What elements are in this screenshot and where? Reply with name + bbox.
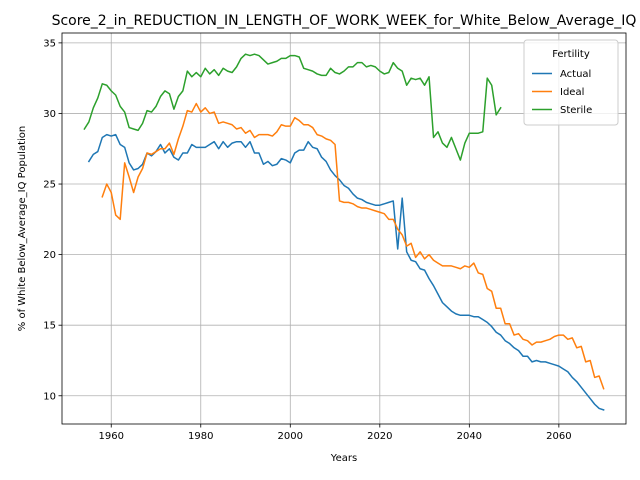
- series-line-actual: [87, 133, 605, 411]
- x-tick-label: 2060: [546, 431, 571, 442]
- axis-ticks: 1960 1980 2000 2020 2040 2060 10 15 20 25 30 35: [43, 38, 571, 442]
- series-line-ideal: [101, 102, 605, 390]
- y-tick-label: 15: [43, 321, 56, 332]
- legend-label-sterile: Sterile: [560, 105, 592, 116]
- chart-title: Score_2_in_REDUCTION_IN_LENGTH_OF_WORK_W…: [52, 13, 637, 29]
- y-tick-label: 35: [43, 38, 56, 49]
- x-tick-label: 2040: [457, 431, 482, 442]
- x-axis-label: Years: [330, 453, 357, 464]
- legend-title: Fertility: [552, 49, 590, 60]
- legend-box: [523, 39, 619, 126]
- axes-frame: [61, 32, 627, 425]
- legend: Fertility Actual Ideal Sterile: [523, 39, 619, 126]
- y-tick-label: 20: [43, 250, 56, 261]
- x-tick-label: 2000: [278, 431, 303, 442]
- series-lines: [83, 53, 605, 411]
- series-line-sterile: [83, 53, 502, 161]
- y-tick-label: 25: [43, 180, 56, 191]
- x-tick-label: 1960: [99, 431, 124, 442]
- legend-label-ideal: Ideal: [560, 87, 584, 98]
- y-axis-label: % of White Below_Average_IQ Population: [17, 126, 28, 331]
- y-tick-label: 30: [43, 109, 56, 120]
- legend-label-actual: Actual: [560, 69, 591, 80]
- x-tick-label: 1980: [188, 431, 213, 442]
- x-tick-label: 2020: [367, 431, 392, 442]
- y-tick-label: 10: [43, 391, 56, 402]
- legend-items: Actual Ideal Sterile: [532, 69, 592, 116]
